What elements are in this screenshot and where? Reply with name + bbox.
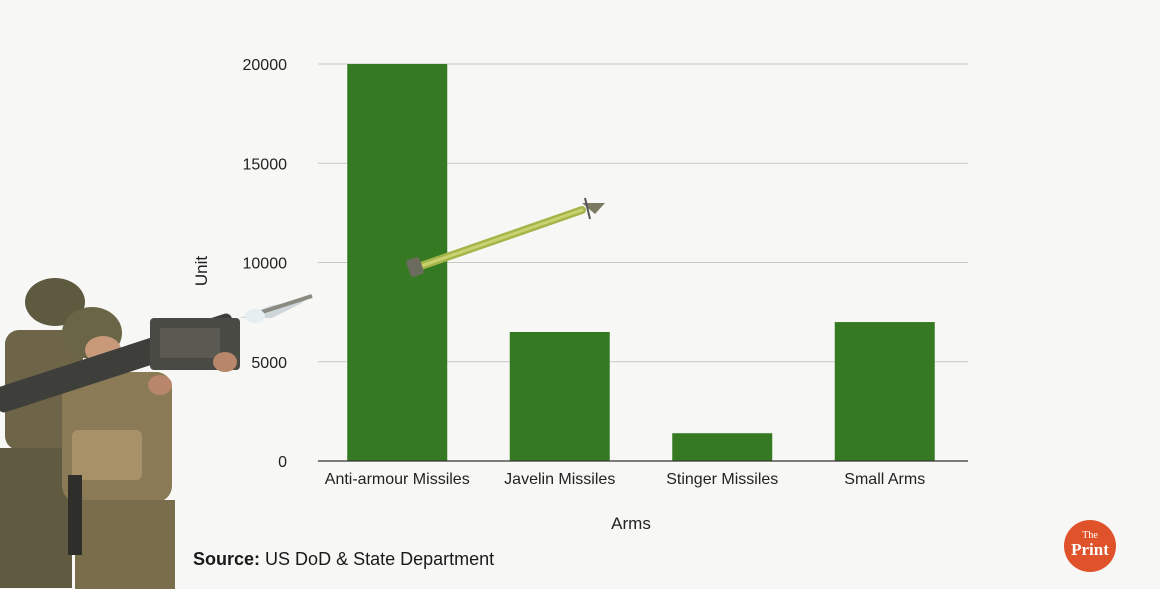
- bar: [509, 331, 610, 461]
- y-tick-label: 5000: [251, 355, 287, 372]
- javelin-missile-illustration: [406, 197, 605, 277]
- bar: [672, 433, 773, 461]
- source-text: US DoD & State Department: [265, 549, 495, 569]
- x-tick-label: Stinger Missiles: [666, 471, 778, 488]
- source-label: Source:: [193, 549, 261, 569]
- logo-line2: Print: [1071, 540, 1109, 559]
- y-axis-title: Unit: [192, 256, 211, 287]
- x-tick-label: Anti-armour Missiles: [325, 471, 470, 488]
- x-tick-label: Small Arms: [844, 471, 925, 488]
- y-tick-label: 20000: [243, 57, 288, 74]
- y-tick-label: 10000: [243, 256, 288, 273]
- x-tick-label: Javelin Missiles: [504, 471, 615, 488]
- theprint-logo: The Print: [1064, 520, 1116, 572]
- soldiers-illustration: [0, 278, 313, 589]
- y-tick-labels: 0 5000 10000 15000 20000: [243, 57, 288, 471]
- x-axis-title: Arms: [611, 514, 651, 533]
- bar: [834, 322, 935, 461]
- y-tick-label: 15000: [243, 156, 288, 173]
- logo-line1: The: [1082, 530, 1098, 541]
- bars: [347, 64, 935, 461]
- x-tick-labels: Anti-armour Missiles Javelin Missiles Stin…: [325, 471, 925, 488]
- y-tick-label: 0: [278, 454, 287, 471]
- source-note: Source: US DoD & State Department: [193, 549, 494, 570]
